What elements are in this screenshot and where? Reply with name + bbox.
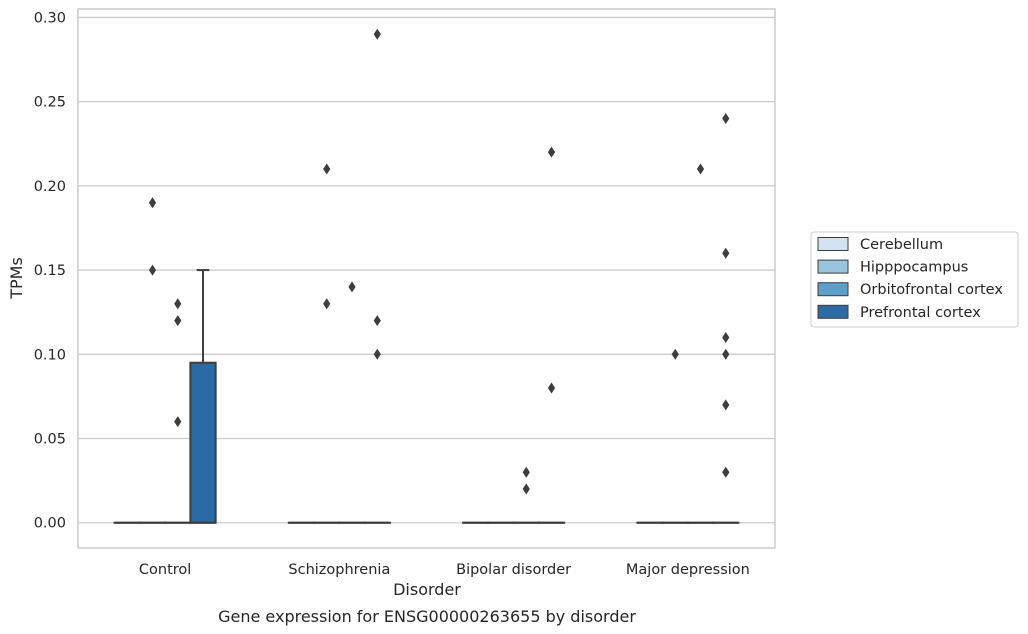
y-axis-label: TPMs: [7, 257, 26, 300]
outlier-point: [373, 348, 381, 360]
outlier-point: [547, 382, 556, 394]
outlier-point: [373, 28, 381, 40]
legend-label: Cerebellum: [860, 237, 943, 253]
y-tick-label: 0.25: [34, 95, 66, 111]
outlier-point: [373, 315, 381, 327]
x-tick-labels: Control Schizophrenia Bipolar disorder Majo…: [139, 562, 750, 578]
outlier-point: [323, 298, 331, 310]
x-tick-label: Control: [139, 562, 191, 578]
x-tick-label: Bipolar disorder: [456, 562, 571, 578]
outlier-point: [522, 483, 530, 495]
y-tick-label: 0.20: [34, 179, 66, 195]
outlier-point: [174, 315, 182, 327]
outlier-point: [547, 146, 556, 158]
plot-frame: [77, 8, 776, 549]
outlier-point: [148, 264, 157, 276]
outlier-point: [722, 466, 730, 478]
outlier-point: [671, 348, 679, 360]
outliers: [148, 28, 730, 495]
legend-label: Hipppocampus: [860, 260, 968, 276]
outlier-point: [722, 331, 730, 343]
y-tick-labels: 0.00 0.05 0.10 0.15 0.20 0.25 0.30: [34, 10, 66, 531]
outlier-point: [722, 247, 730, 259]
gridlines: [78, 16, 775, 524]
outlier-point: [522, 466, 530, 478]
y-tick-label: 0.10: [34, 347, 66, 363]
outlier-point: [148, 197, 157, 209]
legend-frame: [810, 231, 1019, 328]
x-tick-label: Major depression: [626, 562, 750, 578]
outlier-point: [722, 399, 730, 411]
y-tick-label: 0.15: [34, 263, 66, 279]
legend-label: Prefrontal cortex: [860, 305, 981, 321]
legend-swatch: [817, 304, 849, 319]
outlier-point: [174, 416, 182, 428]
outlier-point: [348, 281, 356, 293]
box-body: [189, 361, 217, 524]
legend-swatch: [817, 237, 849, 251]
x-tick-label: Schizophrenia: [288, 562, 390, 578]
outlier-point: [722, 112, 730, 124]
outlier-point: [722, 348, 730, 360]
chart-caption: Gene expression for ENSG00000263655 by d…: [218, 607, 636, 626]
legend-swatch: [817, 282, 849, 297]
outlier-point: [696, 163, 705, 175]
box: [189, 269, 217, 524]
legend: Cerebellum Hipppocampus Orbitofrontal cort…: [810, 231, 1019, 328]
legend-label: Orbitofrontal cortex: [860, 282, 1003, 298]
x-axis-label: Disorder: [393, 580, 461, 599]
boxes: [113, 269, 740, 524]
outlier-point: [174, 298, 182, 310]
legend-swatch: [817, 259, 849, 274]
y-tick-label: 0.00: [34, 516, 66, 532]
outlier-point: [323, 163, 331, 175]
y-tick-label: 0.05: [34, 432, 66, 448]
y-tick-label: 0.30: [34, 10, 66, 26]
